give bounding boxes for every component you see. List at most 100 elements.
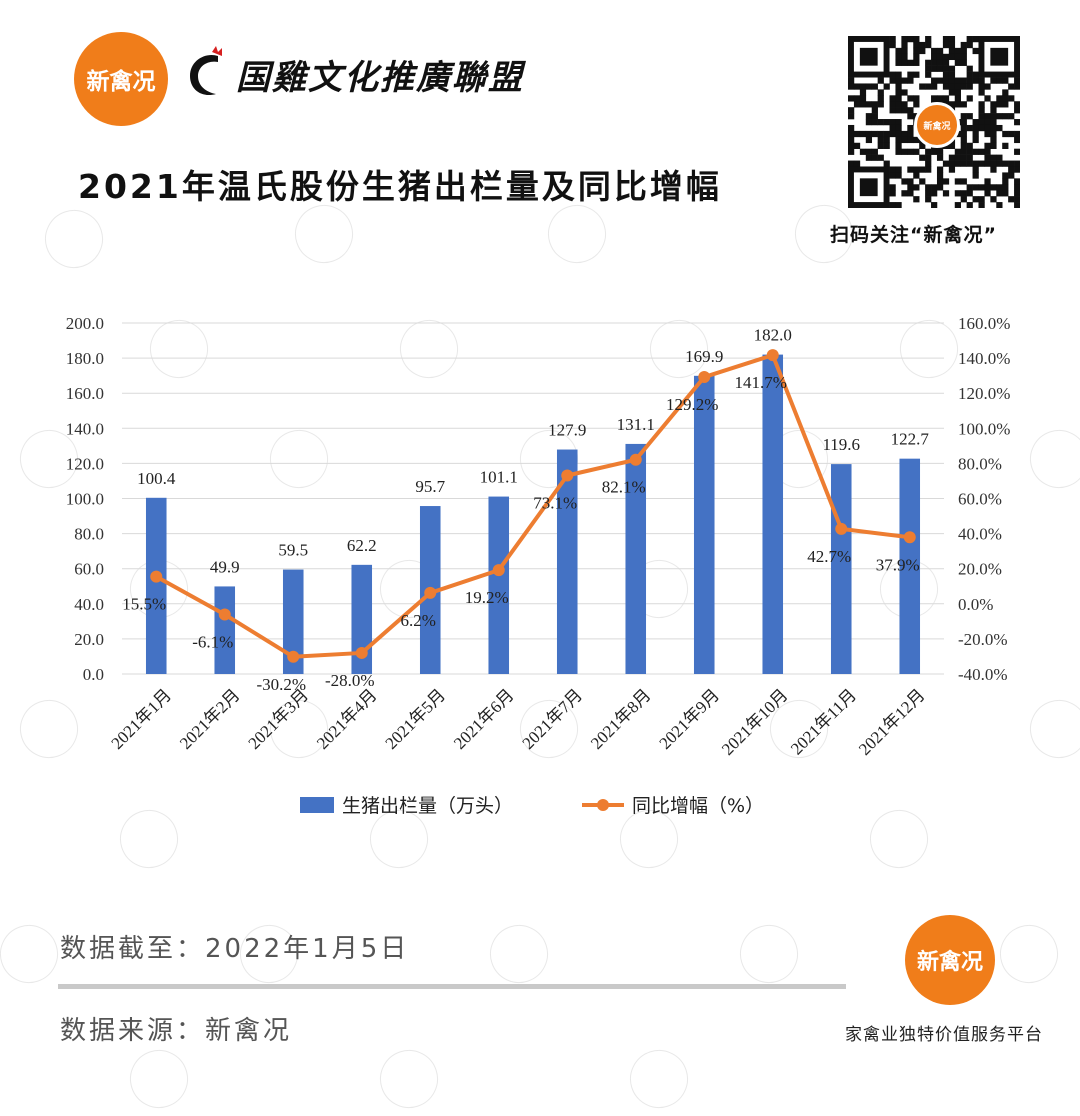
x-tick-label: 2021年4月 <box>313 685 381 753</box>
line-point <box>424 586 437 599</box>
line-data-label: 129.2% <box>666 395 718 414</box>
bar-series <box>145 354 921 674</box>
bar-data-label: 62.2 <box>347 536 377 555</box>
bar-data-label: 100.4 <box>137 469 176 488</box>
legend-bar-label: 生猪出栏量（万头） <box>342 795 513 817</box>
chart-grid <box>122 322 944 675</box>
x-axis-labels: 2021年1月 2021年2月 2021年3月 2021年4月 2021年5月 2021年… <box>108 685 929 759</box>
x-tick-label: 2021年11月 <box>787 685 860 758</box>
line-point <box>698 371 711 384</box>
bar-data-label: 131.1 <box>617 415 655 434</box>
line-point <box>903 531 916 544</box>
y-axis-left: 0.0 20.0 40.0 60.0 80.0 100.0 120.0 140.0 160.0 1… <box>66 314 104 684</box>
y-right-tick-label: 0.0% <box>958 595 993 614</box>
x-tick-label: 2021年6月 <box>450 685 518 753</box>
line-data-label: 6.2% <box>401 611 436 630</box>
chart-legend: 生猪出栏量（万头） 同比增幅（%） <box>300 795 764 817</box>
line-point <box>629 453 642 466</box>
line-point <box>766 349 779 362</box>
line-point <box>835 522 848 535</box>
rooster-icon <box>190 46 222 96</box>
bar-data-label: 101.1 <box>480 468 518 487</box>
bar <box>488 496 510 674</box>
line-point <box>492 564 505 577</box>
y-right-tick-label: -40.0% <box>958 665 1008 684</box>
line-data-label: 37.9% <box>876 555 920 574</box>
x-tick-label: 2021年8月 <box>587 685 655 753</box>
x-tick-label: 2021年7月 <box>519 685 587 753</box>
footer-divider <box>58 984 846 989</box>
line-path <box>155 353 910 659</box>
y-right-tick-label: 100.0% <box>958 419 1010 438</box>
bar <box>214 586 236 674</box>
page-title: 2021年温氏股份生猪出栏量及同比增幅 <box>78 167 722 206</box>
watermark-logo <box>0 917 66 991</box>
data-date: 数据截至：2022年1月5日 <box>60 934 410 964</box>
y-right-tick-label: 120.0% <box>958 384 1010 403</box>
line-data-label: 19.2% <box>465 588 509 607</box>
line-data-label: 73.1% <box>533 494 577 513</box>
bar <box>625 443 647 674</box>
data-source: 数据来源：新禽况 <box>60 1016 293 1046</box>
y-left-tick-label: 60.0 <box>74 560 104 579</box>
y-right-tick-label: 40.0% <box>958 525 1002 544</box>
y-right-tick-label: 160.0% <box>958 314 1010 333</box>
brand-logo-text: 新禽况 <box>86 69 156 95</box>
watermark-logo <box>540 197 614 271</box>
combo-chart: 0.0 20.0 40.0 60.0 80.0 100.0 120.0 140.0 160.0 1… <box>66 314 1011 817</box>
y-left-tick-label: 40.0 <box>74 595 104 614</box>
watermark-logo <box>622 1042 696 1116</box>
bar <box>693 375 715 674</box>
y-left-tick-label: 160.0 <box>66 384 104 403</box>
bar-data-label: 119.6 <box>822 435 860 454</box>
watermark-logo <box>122 1042 196 1116</box>
x-tick-label: 2021年3月 <box>245 685 313 753</box>
brand-logo: 新禽况 <box>74 32 168 126</box>
y-right-tick-label: 20.0% <box>958 560 1002 579</box>
alliance-name: 国雞文化推廣聯盟 <box>236 57 524 98</box>
x-tick-label: 2021年2月 <box>176 685 244 753</box>
line-series <box>150 349 916 663</box>
y-left-tick-label: 100.0 <box>66 490 104 509</box>
bar-labels: 100.4 49.9 59.5 62.2 95.7 101.1 127.9 131.1 169.… <box>137 326 929 577</box>
watermark-logo <box>732 917 806 991</box>
y-left-tick-label: 0.0 <box>83 665 104 684</box>
watermark-logo <box>482 917 556 991</box>
line-data-label: -6.1% <box>192 633 233 652</box>
legend-line-label: 同比增幅（%） <box>632 795 764 817</box>
x-tick-label: 2021年1月 <box>108 685 176 753</box>
watermark-logo <box>37 202 111 276</box>
alliance-banner: 国雞文化推廣聯盟 <box>182 44 524 104</box>
line-data-label: -28.0% <box>325 671 375 690</box>
line-data-label: 42.7% <box>807 547 851 566</box>
footer-logo-text: 新禽况 <box>916 950 983 975</box>
y-axis-right: -40.0% -20.0% 0.0% 20.0% 40.0% 60.0% 80.0% 100.… <box>958 314 1010 684</box>
line-point <box>150 570 163 583</box>
legend-line-marker <box>597 799 609 811</box>
y-right-tick-label: 80.0% <box>958 454 1002 473</box>
y-left-tick-label: 80.0 <box>74 525 104 544</box>
bar-data-label: 127.9 <box>548 421 586 440</box>
bar-data-label: 169.9 <box>685 347 723 366</box>
y-right-tick-label: 60.0% <box>958 490 1002 509</box>
watermark-logo <box>372 1042 446 1116</box>
x-tick-label: 2021年12月 <box>855 685 929 759</box>
x-tick-label: 2021年10月 <box>718 685 792 759</box>
bar <box>830 464 852 674</box>
x-tick-label: 2021年5月 <box>382 685 450 753</box>
bar <box>762 354 784 674</box>
qr-center-logo: 新禽况 <box>914 102 960 148</box>
line-point <box>218 608 231 621</box>
qr-caption: 扫码关注“新禽况” <box>830 224 997 246</box>
watermark-logo <box>287 197 361 271</box>
bar <box>899 458 921 674</box>
footer-logo: 新禽况 <box>905 915 995 1005</box>
y-right-tick-label: 140.0% <box>958 349 1010 368</box>
bar <box>282 569 304 674</box>
bar-data-label: 95.7 <box>415 477 445 496</box>
line-data-label: 141.7% <box>735 373 787 392</box>
qr-center-logo-text: 新禽况 <box>923 121 951 132</box>
line-point <box>561 469 574 482</box>
line-data-label: -30.2% <box>256 675 306 694</box>
y-left-tick-label: 180.0 <box>66 349 104 368</box>
